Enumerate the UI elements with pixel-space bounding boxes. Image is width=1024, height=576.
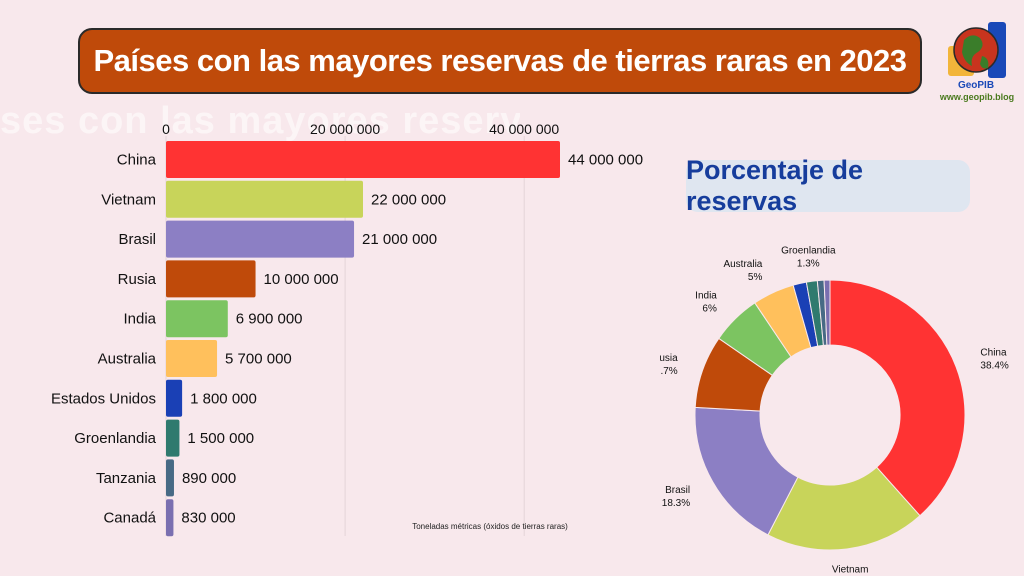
category-label: Australia xyxy=(98,351,157,368)
slice-label-percent: 5% xyxy=(748,272,763,283)
category-label: India xyxy=(123,311,156,328)
bar-chart-note: Toneladas métricas (óxidos de tierras ra… xyxy=(412,522,568,531)
donut-slice xyxy=(823,279,831,346)
bar xyxy=(166,459,174,497)
value-label: 1 800 000 xyxy=(190,390,257,407)
value-label: 5 700 000 xyxy=(225,351,292,368)
value-label: 890 000 xyxy=(182,470,236,487)
slice-label-percent: 8.7% xyxy=(660,366,678,377)
bar xyxy=(166,260,256,298)
bar xyxy=(166,419,180,457)
slice-label-name: Rusia xyxy=(660,353,678,364)
slice-label-name: India xyxy=(695,290,717,301)
bar xyxy=(166,340,218,377)
logo-name: GeoPIB xyxy=(958,80,994,91)
slice-label-percent: 18.3% xyxy=(662,498,690,509)
value-label: 1 500 000 xyxy=(187,430,254,447)
bar xyxy=(166,220,355,258)
bar xyxy=(166,180,363,218)
globe-logo-icon: GeoPIB xyxy=(948,22,1006,91)
bar-chart: 0 20 000 000 40 000 000 China 44 000 000 Vie… xyxy=(51,121,643,537)
pie-chart-title: Porcentaje de reservas xyxy=(686,155,864,216)
slice-label-percent: 1.3% xyxy=(797,258,820,269)
slice-label-name: Groenlandia xyxy=(781,245,836,256)
bar xyxy=(166,141,560,178)
category-label: Vietnam xyxy=(101,191,156,208)
bar xyxy=(166,300,228,338)
donut-chart: China38.4%Vietnam19.2%Brasil18.3%Rusia8.… xyxy=(660,245,1009,576)
page-title: Países con las mayores reservas de tierr… xyxy=(93,43,907,78)
slice-label-percent: 38.4% xyxy=(980,361,1008,372)
slice-label-percent: 6% xyxy=(702,303,717,314)
x-tick-label: 0 xyxy=(162,121,170,137)
pie-title-box: Porcentaje de reservas xyxy=(686,155,970,216)
slice-label-name: Vietnam xyxy=(832,565,869,576)
category-label: Canadá xyxy=(103,510,156,527)
slice-label-name: Australia xyxy=(723,259,762,270)
category-label: Estados Unidos xyxy=(51,390,156,407)
category-label: Groenlandia xyxy=(74,430,156,447)
category-label: Tanzania xyxy=(96,470,157,487)
title-banner: Países con las mayores reservas de tierr… xyxy=(78,28,922,94)
bar xyxy=(166,379,183,417)
category-label: Rusia xyxy=(118,271,157,288)
value-label: 44 000 000 xyxy=(568,152,643,169)
value-label: 6 900 000 xyxy=(236,311,303,328)
value-label: 22 000 000 xyxy=(371,191,446,208)
x-tick-label: 40 000 000 xyxy=(489,121,559,137)
value-label: 10 000 000 xyxy=(264,271,339,288)
value-label: 830 000 xyxy=(181,510,235,527)
category-label: Brasil xyxy=(118,231,156,248)
logo-url-link[interactable]: www.geopib.blog xyxy=(939,92,1015,102)
bar xyxy=(166,499,174,537)
donut-slice xyxy=(829,279,966,517)
value-label: 21 000 000 xyxy=(362,231,437,248)
slice-label-name: China xyxy=(980,348,1007,359)
donut-slice xyxy=(694,406,799,536)
category-label: China xyxy=(117,152,157,169)
x-tick-label: 20 000 000 xyxy=(310,121,380,137)
slice-label-name: Brasil xyxy=(665,485,690,496)
